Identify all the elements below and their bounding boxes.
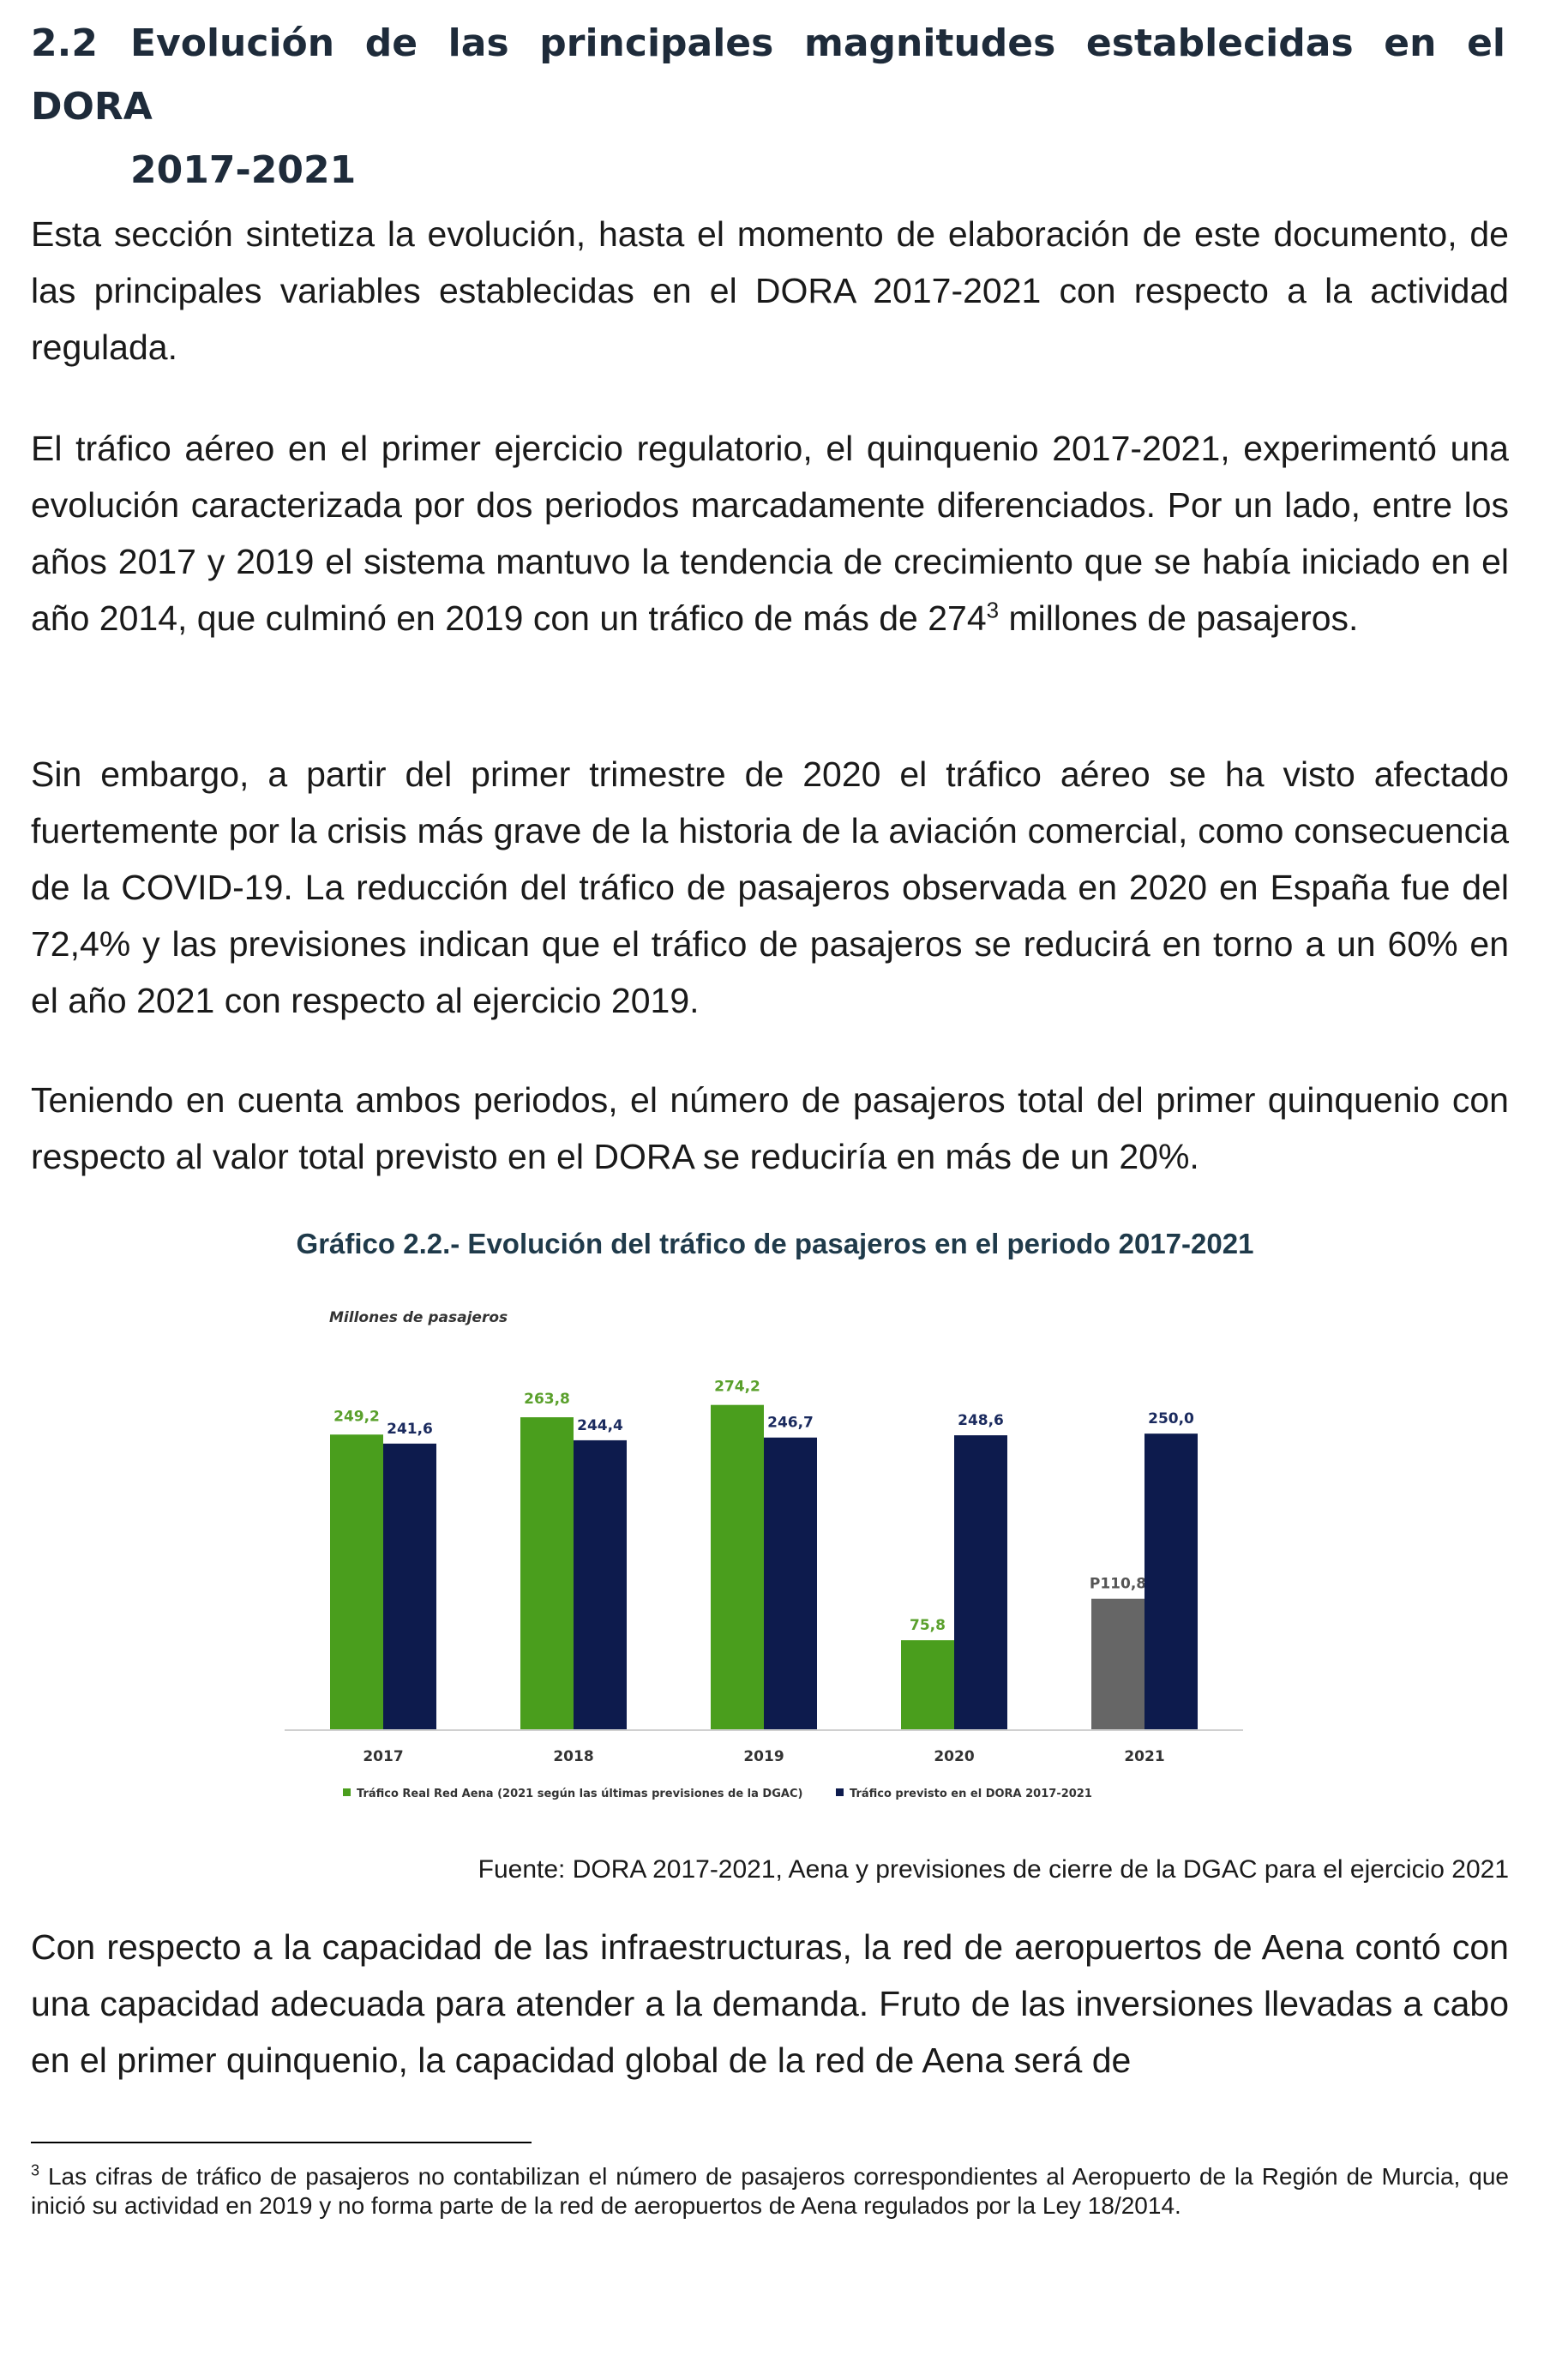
bar-dora-2017: [383, 1443, 436, 1730]
bars-layer: 249,2 241,6 263,8 244,4 274,2 246,7 75,8 248,6 P…: [330, 1379, 1198, 1730]
section-title-line2: 2017-2021: [130, 148, 357, 192]
legend-dora-swatch: [836, 1788, 844, 1796]
passenger-traffic-bar-chart: Millones de pasajeros 249,2 241,6 263,8 244…: [285, 1309, 1243, 1800]
bar-real-2020: [901, 1640, 954, 1730]
paragraph-covid-impact: Sin embargo, a partir del primer trimest…: [31, 754, 1509, 1020]
x-tick-labels: 2017 2018 2019 2020 2021: [363, 1748, 1164, 1765]
section-heading: 2.2 Evolución de las principales magnitud…: [31, 12, 1505, 202]
paragraph-capacity: Con respecto a la capacidad de las infra…: [31, 1927, 1509, 2080]
x-tick-2019: 2019: [743, 1748, 784, 1765]
legend-dora-label: Tráfico previsto en el DORA 2017-2021: [850, 1788, 1092, 1800]
y-axis-label: Millones de pasajeros: [329, 1309, 508, 1326]
data-label-real-2018: 263,8: [524, 1391, 570, 1408]
section-number: 2.2: [31, 21, 98, 65]
footnote-reference[interactable]: 3: [986, 597, 1000, 623]
paragraph-five-year-summary: Teniendo en cuenta ambos periodos, el nú…: [31, 1080, 1509, 1176]
figure-title: Gráfico 2.2.- Evolución del tráfico de p…: [296, 1228, 1254, 1259]
data-label-dora-2018: 244,4: [577, 1417, 623, 1434]
section-title-line1: Evolución de las principales magnitudes …: [31, 21, 1505, 129]
footnote: 3 Las cifras de tráfico de pasajeros no …: [31, 2162, 1509, 2221]
bar-dora-2019: [764, 1437, 817, 1730]
bar-real-2018: [520, 1417, 574, 1730]
legend-real-swatch: [343, 1788, 351, 1796]
data-label-dora-2017: 241,6: [387, 1421, 433, 1438]
figure-source: Fuente: DORA 2017-2021, Aena y prevision…: [478, 1855, 1509, 1884]
data-label-real-2017: 249,2: [333, 1408, 380, 1425]
legend-real-label: Tráfico Real Red Aena (2021 según las úl…: [357, 1788, 802, 1800]
data-label-real-2020: 75,8: [910, 1617, 946, 1634]
x-tick-2018: 2018: [553, 1748, 593, 1765]
bar-real-2019: [711, 1404, 764, 1730]
bar-real-2017: [330, 1434, 383, 1730]
paragraph-traffic-evolution: El tráfico aéreo en el primer ejercicio …: [31, 420, 1509, 646]
bar-real-2021: [1091, 1598, 1144, 1730]
footnote-separator: [31, 2142, 532, 2143]
data-label-dora-2021: 250,0: [1148, 1410, 1194, 1427]
bar-dora-2018: [574, 1439, 627, 1730]
x-tick-2017: 2017: [363, 1748, 403, 1765]
bar-dora-2021: [1144, 1433, 1198, 1730]
footnote-mark: 3: [31, 2161, 40, 2179]
paragraph-traffic-text: El tráfico aéreo en el primer ejercicio …: [31, 429, 1509, 638]
footnote-text: Las cifras de tráfico de pasajeros no co…: [31, 2163, 1509, 2219]
paragraph-traffic-text-end: millones de pasajeros.: [999, 598, 1359, 638]
x-tick-2020: 2020: [934, 1748, 974, 1765]
chart-legend: Tráfico Real Red Aena (2021 según las úl…: [343, 1788, 1092, 1800]
data-label-real-2019: 274,2: [714, 1379, 760, 1396]
x-tick-2021: 2021: [1124, 1748, 1164, 1765]
data-label-real-2021: P110,8: [1090, 1576, 1146, 1593]
data-label-dora-2019: 246,7: [767, 1415, 814, 1432]
bar-dora-2020: [954, 1435, 1007, 1730]
paragraph-intro: Esta sección sintetiza la evolución, has…: [31, 214, 1509, 367]
data-label-dora-2020: 248,6: [958, 1412, 1004, 1429]
